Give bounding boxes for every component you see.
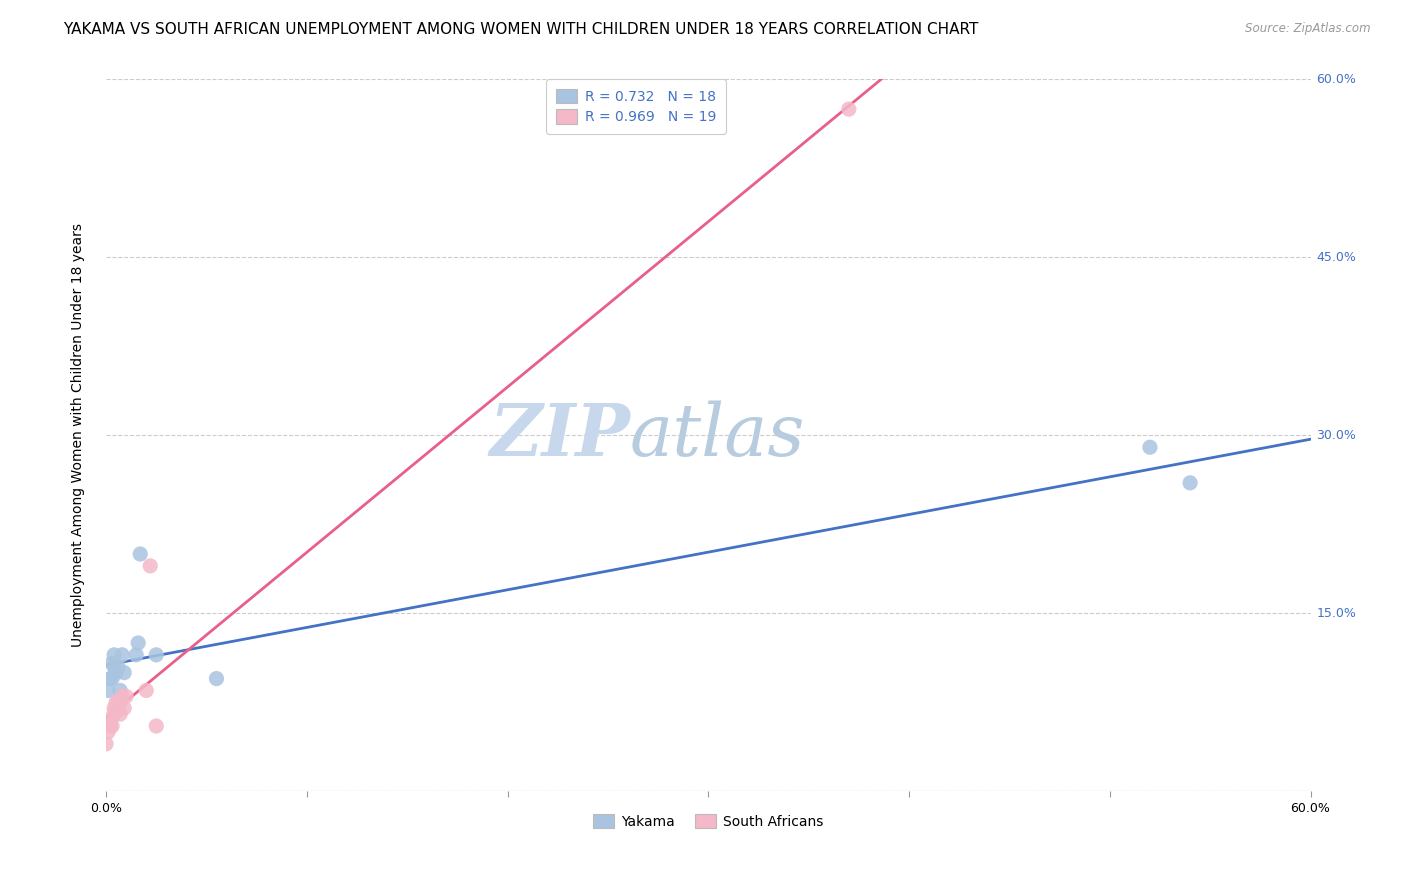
Point	[129, 547, 152, 561]
Point	[112, 701, 135, 715]
Point	[101, 672, 124, 686]
Text: atlas: atlas	[630, 401, 806, 471]
Point	[94, 737, 117, 751]
Point	[108, 683, 131, 698]
Point	[97, 683, 120, 698]
Point	[139, 558, 162, 573]
Point	[105, 695, 128, 709]
Point	[101, 656, 124, 670]
Text: 60.0%: 60.0%	[1316, 73, 1357, 86]
Point	[145, 719, 167, 733]
Point	[127, 636, 149, 650]
Point	[107, 659, 129, 673]
Point	[103, 648, 125, 662]
Point	[105, 701, 128, 715]
Point	[115, 690, 138, 704]
Text: 30.0%: 30.0%	[1316, 429, 1357, 442]
Point	[1178, 475, 1201, 490]
Point	[105, 665, 128, 680]
Point	[145, 648, 167, 662]
Point	[135, 683, 157, 698]
Point	[103, 659, 125, 673]
Legend: Yakama, South Africans: Yakama, South Africans	[588, 808, 830, 834]
Point	[98, 672, 121, 686]
Point	[98, 713, 121, 727]
Point	[111, 690, 134, 704]
Point	[1139, 440, 1161, 454]
Point	[108, 695, 131, 709]
Point	[97, 725, 120, 739]
Point	[111, 648, 134, 662]
Point	[101, 719, 124, 733]
Point	[838, 102, 860, 116]
Text: 15.0%: 15.0%	[1316, 607, 1357, 620]
Text: Source: ZipAtlas.com: Source: ZipAtlas.com	[1246, 22, 1371, 36]
Point	[205, 672, 228, 686]
Text: ZIP: ZIP	[489, 400, 630, 471]
Text: 45.0%: 45.0%	[1316, 251, 1357, 264]
Y-axis label: Unemployment Among Women with Children Under 18 years: Unemployment Among Women with Children U…	[72, 223, 86, 648]
Point	[112, 665, 135, 680]
Point	[125, 648, 148, 662]
Text: YAKAMA VS SOUTH AFRICAN UNEMPLOYMENT AMONG WOMEN WITH CHILDREN UNDER 18 YEARS CO: YAKAMA VS SOUTH AFRICAN UNEMPLOYMENT AMO…	[63, 22, 979, 37]
Point	[103, 701, 125, 715]
Point	[98, 719, 121, 733]
Point	[107, 695, 129, 709]
Point	[108, 707, 131, 722]
Point	[103, 707, 125, 722]
